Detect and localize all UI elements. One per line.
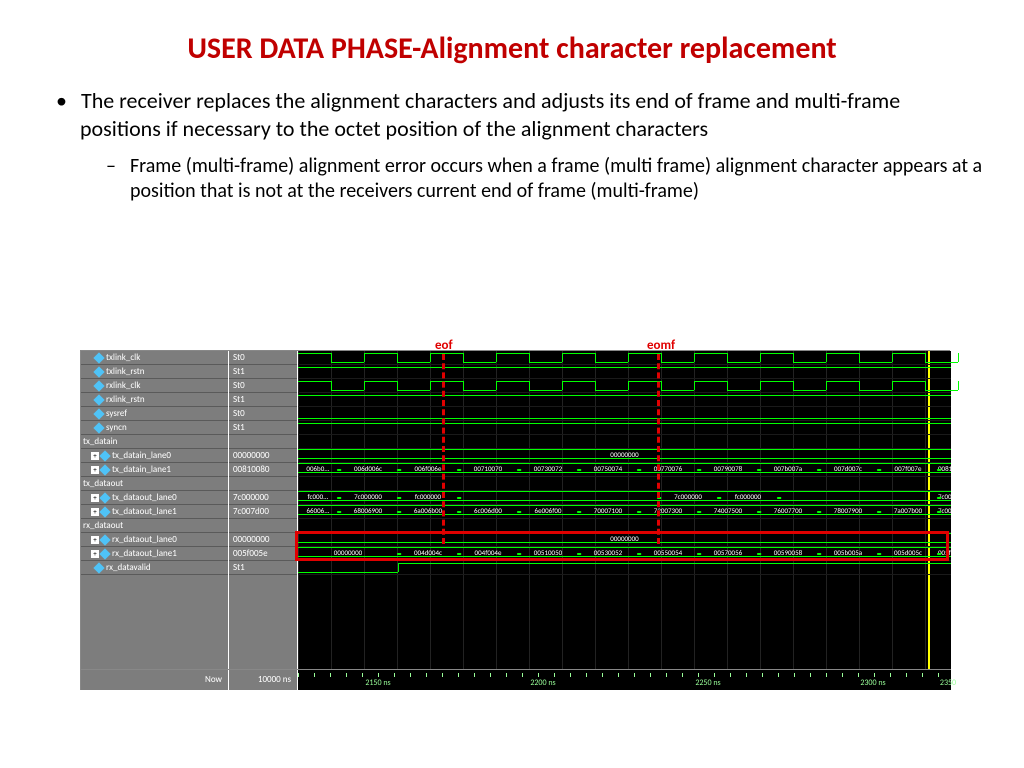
signal-value-column[interactable]: St0St1St0St1St0St100000000008100807c0000… bbox=[228, 351, 298, 671]
eof-marker-line bbox=[442, 354, 445, 544]
waveform-rx_datavalid[interactable] bbox=[298, 561, 951, 575]
time-ruler[interactable]: Now 10000 ns 2150 ns 2200 ns 2250 ns 2300 n… bbox=[81, 669, 951, 689]
signal-name-tx_datain_lane0[interactable]: +tx_datain_lane0 bbox=[81, 449, 228, 463]
signal-value-tx_dataout_lane1: 7c007d00 bbox=[229, 505, 297, 519]
eomf-marker-line bbox=[657, 354, 660, 544]
waveform-tx_dataout[interactable] bbox=[298, 477, 951, 491]
waveform-tx_datain_lane1[interactable]: 006b0...006d006c006f006e0071007000730072… bbox=[298, 463, 951, 477]
time-tick: 2350 bbox=[940, 678, 956, 688]
signal-value-rx_datavalid: St1 bbox=[229, 561, 297, 575]
signal-name-column[interactable]: txlink_clktxlink_rstnrxlink_clkrxlink_rs… bbox=[81, 351, 228, 671]
waveform-viewer[interactable]: txlink_clktxlink_rstnrxlink_clkrxlink_rs… bbox=[80, 350, 950, 690]
time-ticks: 2150 ns2200 ns2250 ns2300 ns2350 bbox=[298, 670, 951, 690]
bullet-sub: Frame (multi-frame) alignment error occu… bbox=[130, 154, 984, 204]
signal-value-txlink_clk: St0 bbox=[229, 351, 297, 365]
waveform-tx_dataout_lane0[interactable]: fc000...7c000000fc0000007c000000fc000000… bbox=[298, 491, 951, 505]
signal-value-tx_dataout_lane0: 7c000000 bbox=[229, 491, 297, 505]
now-label: Now bbox=[81, 670, 228, 690]
bullet-main: The receiver replaces the alignment char… bbox=[80, 87, 984, 142]
signal-value-txlink_rstn: St1 bbox=[229, 365, 297, 379]
signal-name-rxlink_clk[interactable]: rxlink_clk bbox=[81, 379, 228, 393]
signal-value-rxlink_clk: St0 bbox=[229, 379, 297, 393]
signal-name-rx_dataout[interactable]: rx_dataout bbox=[81, 519, 228, 533]
waveform-syncn[interactable] bbox=[298, 421, 951, 435]
waveform-tx_datain[interactable] bbox=[298, 435, 951, 449]
time-tick: 2200 ns bbox=[530, 678, 555, 688]
waveform-area[interactable]: 00000000006b0...006d006c006f006e00710070… bbox=[298, 351, 951, 671]
signal-value-sysref: St0 bbox=[229, 407, 297, 421]
signal-name-rx_dataout_lane1[interactable]: +rx_dataout_lane1 bbox=[81, 547, 228, 561]
now-value: 10000 ns bbox=[228, 670, 298, 690]
signal-value-syncn: St1 bbox=[229, 421, 297, 435]
signal-value-rxlink_rstn: St1 bbox=[229, 393, 297, 407]
signal-name-sysref[interactable]: sysref bbox=[81, 407, 228, 421]
waveform-rxlink_clk[interactable] bbox=[298, 379, 951, 393]
signal-value-rx_dataout bbox=[229, 519, 297, 533]
waveform-rxlink_rstn[interactable] bbox=[298, 393, 951, 407]
signal-value-tx_datain_lane1: 00810080 bbox=[229, 463, 297, 477]
signal-name-txlink_clk[interactable]: txlink_clk bbox=[81, 351, 228, 365]
signal-name-txlink_rstn[interactable]: txlink_rstn bbox=[81, 365, 228, 379]
signal-name-tx_dataout_lane1[interactable]: +tx_dataout_lane1 bbox=[81, 505, 228, 519]
signal-name-syncn[interactable]: syncn bbox=[81, 421, 228, 435]
time-tick: 2300 ns bbox=[860, 678, 885, 688]
signal-value-tx_dataout bbox=[229, 477, 297, 491]
waveform-tx_datain_lane0[interactable]: 00000000 bbox=[298, 449, 951, 463]
waveform-txlink_rstn[interactable] bbox=[298, 365, 951, 379]
waveform-txlink_clk[interactable] bbox=[298, 351, 951, 365]
waveform-tx_dataout_lane1[interactable]: 66006...680069006a006b006c006d006e006f00… bbox=[298, 505, 951, 519]
time-tick: 2150 ns bbox=[365, 678, 390, 688]
waveform-sysref[interactable] bbox=[298, 407, 951, 421]
signal-name-tx_datain_lane1[interactable]: +tx_datain_lane1 bbox=[81, 463, 228, 477]
signal-value-tx_datain bbox=[229, 435, 297, 449]
slide-title: USER DATA PHASE-Alignment character repl… bbox=[40, 30, 984, 67]
signal-name-rx_datavalid[interactable]: rx_datavalid bbox=[81, 561, 228, 575]
signal-value-rx_dataout_lane1: 005f005e bbox=[229, 547, 297, 561]
signal-value-rx_dataout_lane0: 00000000 bbox=[229, 533, 297, 547]
signal-name-rxlink_rstn[interactable]: rxlink_rstn bbox=[81, 393, 228, 407]
signal-name-tx_dataout[interactable]: tx_dataout bbox=[81, 477, 228, 491]
time-tick: 2250 ns bbox=[695, 678, 720, 688]
rx-highlight-box bbox=[295, 531, 949, 561]
signal-name-rx_dataout_lane0[interactable]: +rx_dataout_lane0 bbox=[81, 533, 228, 547]
signal-name-tx_dataout_lane0[interactable]: +tx_dataout_lane0 bbox=[81, 491, 228, 505]
signal-name-tx_datain[interactable]: tx_datain bbox=[81, 435, 228, 449]
signal-value-tx_datain_lane0: 00000000 bbox=[229, 449, 297, 463]
